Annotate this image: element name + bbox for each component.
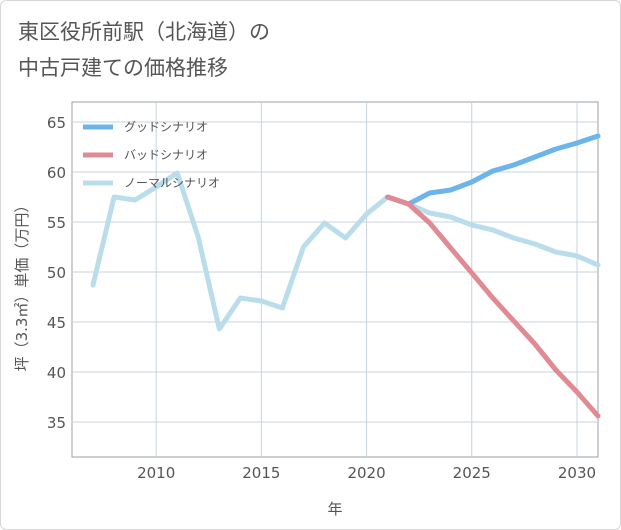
x-tick-label: 2015 [242,464,280,482]
plot-area [71,101,599,458]
chart-title: 東区役所前駅（北海道）の 中古戸建ての価格推移 [18,14,270,86]
y-tick-label: 35 [47,414,66,432]
y-tick-label: 40 [47,364,66,382]
series-line-0 [385,133,601,207]
legend-label-2: ノーマルシナリオ [124,176,220,190]
y-tick-label: 45 [47,314,66,332]
y-axis-ticks: 35 40 45 50 55 60 65 [47,114,66,432]
y-tick-label: 50 [47,264,66,282]
series-line-1 [385,194,601,419]
series-layer [90,133,601,419]
x-tick-label: 2010 [137,464,175,482]
title-line-2: 中古戸建ての価格推移 [18,56,228,80]
y-axis-label: 坪（3.3㎡）単価（万円） [13,198,31,372]
legend-label-0: グッドシナリオ [124,120,208,134]
y-tick-label: 55 [47,214,66,232]
series-line-2 [90,170,601,332]
x-tick-label: 2020 [347,464,385,482]
y-tick-label: 65 [47,114,66,132]
legend-label-1: バッドシナリオ [124,148,208,162]
title-line-1: 東区役所前駅（北海道）の [18,20,270,44]
y-tick-label: 60 [47,164,66,182]
x-tick-label: 2025 [453,464,491,482]
x-tick-label: 2030 [558,464,596,482]
x-axis-label: 年 [327,500,342,518]
grid-lines [72,102,598,457]
x-axis-ticks: 2010 2015 2020 2025 2030 [137,464,596,482]
